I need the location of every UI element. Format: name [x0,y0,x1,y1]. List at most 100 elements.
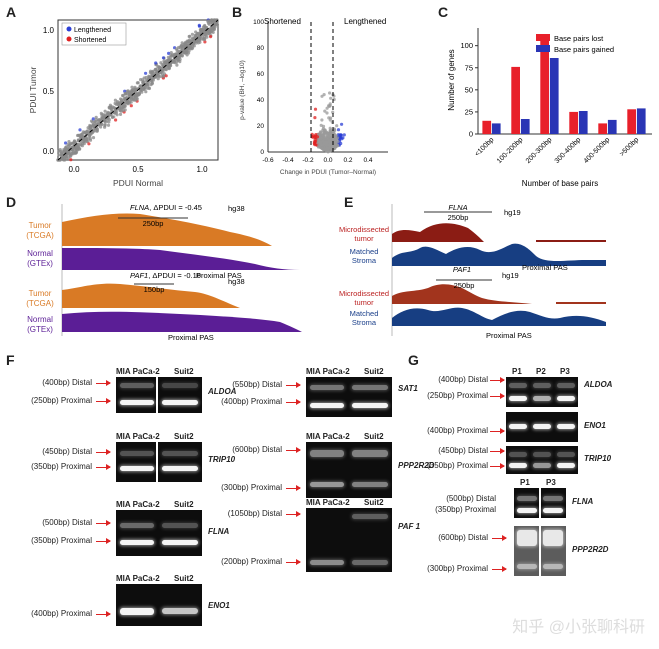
data-point [319,123,323,127]
bars-group [482,35,646,135]
data-point [99,125,103,129]
gene-name: PAF1 [130,271,148,280]
tumor-label: tumor [354,298,374,307]
distal-band [310,385,344,390]
data-point [158,71,163,75]
proximal-band [120,400,154,405]
data-point [109,105,113,109]
data-point [161,69,165,74]
data-point [166,55,170,59]
band-label-proximal: (300bp) Proximal [427,564,488,573]
data-point [71,147,75,151]
bar-lost [540,35,549,134]
proximal-band [162,400,198,405]
lane-separator [539,526,541,576]
bar-lost [627,109,636,134]
normal-coverage-2 [62,311,302,332]
data-point [327,104,331,108]
stroma-label: Matched [350,309,379,318]
distal-band [352,385,388,390]
proximal-band [543,508,563,513]
stroma-label: Stroma [352,256,377,265]
gene-label: FLNA [572,497,594,506]
data-point [57,153,61,157]
data-point [147,86,151,90]
data-point [323,137,327,141]
data-point [203,35,207,39]
panel-label-e: E [344,194,354,210]
normal-coverage-1 [62,248,300,270]
data-point [136,81,140,85]
y-tick: 0.5 [43,87,55,96]
data-point [325,106,329,110]
distal-band [310,450,344,457]
data-point [62,157,66,161]
points-group [310,91,346,154]
scale-text: 150bp [144,285,165,294]
data-point [156,77,160,81]
y-tick: 0 [469,130,473,139]
data-point [159,61,163,65]
data-point [201,25,205,29]
data-point [92,129,96,133]
data-point [167,51,171,56]
arrow-icon [492,566,507,572]
data-point [137,91,141,95]
data-point [80,144,84,148]
panel-label-a: A [6,4,17,20]
proximal-band [162,466,198,471]
data-point [177,45,181,50]
data-point [67,140,71,144]
title-shortened: Shortened [264,17,301,26]
data-point [313,116,317,120]
data-point [335,124,339,128]
gene-annotation: PAF1, ΔPDUI = -0.16 [130,271,201,280]
coverage-tracks-d: Tumor (TCGA) Normal (GTEx) FLNA, ΔPDUI =… [26,203,302,342]
scale-text: 250bp [448,213,469,222]
gene-label: ENO1 [584,421,606,430]
tumor-label: (TCGA) [26,231,54,240]
data-point [62,149,67,153]
y-tick: 1.0 [43,26,55,35]
band-label-distal: (550bp) Distal [232,380,282,389]
data-point [128,92,132,96]
lane-label-p1: P1 [520,478,530,487]
data-point [161,63,166,67]
bar-gained [636,108,646,134]
data-point [82,142,86,146]
bar-chart-c: 0 25 50 75 100 <100bp 100-200bp 200-300bp 300-40… [447,28,652,188]
data-point [133,85,137,89]
band-label-proximal: (200bp) Proximal [221,557,282,566]
data-point [67,144,71,148]
data-point [82,138,86,142]
data-point [330,131,334,136]
data-point [86,136,90,140]
lane-label-suit2: Suit2 [364,498,384,507]
data-point [175,63,179,67]
distal-band [509,452,527,457]
data-point [118,108,122,112]
data-point [320,118,324,122]
data-point [133,88,137,93]
data-point [321,143,325,147]
data-point [329,96,333,100]
data-point [154,71,158,75]
arrow-icon [490,463,505,469]
proximal-band [509,396,527,401]
normal-label: Normal [27,315,53,324]
bar-lost [511,66,520,134]
data-point [190,39,194,43]
genome-build: hg19 [502,271,519,280]
panel-label-c: C [438,4,449,20]
x-tick: <100bp [474,136,496,158]
arrow-icon [96,398,111,404]
y-tick: 0 [260,149,264,156]
data-point [59,149,63,153]
band-label-distal: (450bp) Distal [438,446,488,455]
legend-shortened: Shortened [74,37,106,44]
data-point [325,146,329,150]
data-point [117,102,121,106]
data-point [325,141,329,145]
arrow-icon [286,399,301,405]
lane-label-mia: MIA PaCa-2 [116,367,160,376]
